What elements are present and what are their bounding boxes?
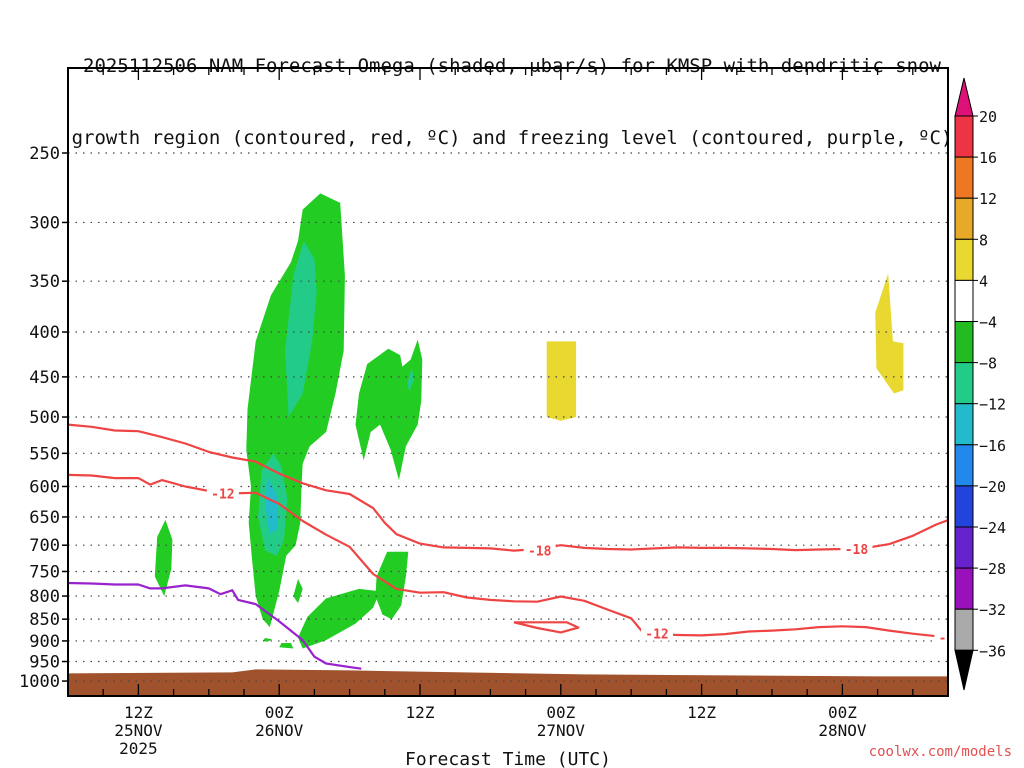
- y-tick-label: 550: [29, 444, 60, 464]
- omega-region: [246, 193, 345, 628]
- omega-region: [265, 476, 278, 535]
- y-tick-label: 1000: [19, 672, 60, 692]
- colorbar-label: −4: [979, 314, 997, 332]
- colorbar-bin: [954, 567, 974, 610]
- omega-region: [875, 273, 904, 394]
- y-tick-label: 700: [29, 536, 60, 556]
- colorbar-bin: [954, 485, 974, 528]
- colorbar-label: −32: [979, 601, 1006, 619]
- y-tick-label: 400: [29, 323, 60, 343]
- colorbar-bottom-arrow: [954, 649, 974, 691]
- colorbar-label: −24: [979, 519, 1006, 537]
- x-tick-label: 00Z: [828, 703, 857, 722]
- chart-title-line-1: 2025112506 NAM Forecast Omega (shaded, μ…: [83, 55, 941, 77]
- colorbar-bin: [954, 115, 974, 158]
- colorbar-bin: [954, 279, 974, 322]
- x-tick-label: 00Z: [265, 703, 294, 722]
- y-tick-label: 650: [29, 508, 60, 528]
- omega-region: [154, 519, 173, 597]
- x-tick-label: 25NOV: [114, 721, 163, 740]
- colorbar: 20 16 12 8 4 −4 −8 −12 −16 −20 −24 −28 −32 −36: [954, 77, 1006, 691]
- colorbar-label: −36: [979, 642, 1006, 660]
- colorbar-bin: [954, 608, 974, 651]
- contour-label-bg: [641, 625, 674, 641]
- ground-surface: [68, 669, 948, 696]
- contour-label-bg: [934, 629, 948, 645]
- x-tick-label: 2025: [119, 739, 158, 758]
- x-tick-label: 00Z: [546, 703, 575, 722]
- x-tick-label: 12Z: [124, 703, 153, 722]
- x-tick-label: 26NOV: [255, 721, 304, 740]
- x-tick-label: 27NOV: [537, 721, 586, 740]
- colorbar-label: 20: [979, 108, 997, 126]
- contour-lines: -18 -18 -12 -12 -12: [68, 423, 962, 670]
- contour-label: -12: [645, 628, 668, 643]
- omega-region: [279, 643, 294, 649]
- dgz-contour: [513, 621, 580, 634]
- colorbar-bin: [954, 403, 974, 446]
- colorbar-label: 16: [979, 149, 997, 167]
- colorbar-label: −12: [979, 396, 1006, 414]
- y-tick-label: 850: [29, 610, 60, 630]
- x-tick-label: 12Z: [687, 703, 716, 722]
- colorbar-label: −16: [979, 437, 1006, 455]
- colorbar-bin: [954, 197, 974, 240]
- colorbar-bin: [954, 238, 974, 281]
- colorbar-bin: [954, 444, 974, 487]
- chart-title-line-2: growth region (contoured, red, ºC) and f…: [71, 127, 953, 149]
- contour-label-bg: [206, 485, 239, 501]
- y-tick-label: 800: [29, 587, 60, 607]
- y-tick-label: 600: [29, 477, 60, 497]
- omega-region: [407, 368, 415, 392]
- omega-shading: [154, 193, 904, 649]
- credit-text: coolwx.com/models: [868, 744, 1012, 760]
- y-tick-label: 900: [29, 632, 60, 652]
- colorbar-label: 4: [979, 272, 988, 290]
- y-tick-label: 350: [29, 272, 60, 292]
- contour-label: -12: [939, 632, 962, 647]
- omega-region: [285, 241, 317, 417]
- colorbar-bin: [954, 526, 974, 569]
- omega-region: [355, 339, 423, 481]
- y-tick-label: 500: [29, 408, 60, 428]
- colorbar-label: −20: [979, 478, 1006, 496]
- y-tick-label: 300: [29, 213, 60, 233]
- x-axis-label: Forecast Time (UTC): [405, 749, 611, 768]
- omega-region: [293, 579, 303, 604]
- contour-label: -18: [845, 543, 869, 558]
- colorbar-bin: [954, 362, 974, 405]
- colorbar-bin: [954, 156, 974, 199]
- y-tick-label: 450: [29, 368, 60, 388]
- contour-label-bg: [523, 542, 556, 558]
- contour-label: -12: [211, 487, 234, 502]
- contour-label: -18: [528, 545, 552, 560]
- x-tick-label: 12Z: [406, 703, 435, 722]
- y-tick-label: 750: [29, 562, 60, 582]
- omega-region: [262, 638, 273, 642]
- colorbar-label: 8: [979, 231, 988, 249]
- plot-frame: [67, 67, 949, 697]
- colorbar-bin: [954, 321, 974, 364]
- y-tick-label: 250: [29, 144, 60, 164]
- colorbar-label: 12: [979, 190, 997, 208]
- y-axis: 2503003504004505005506006507007508008509…: [19, 144, 68, 692]
- y-tick-label: 950: [29, 653, 60, 673]
- x-tick-label: 28NOV: [818, 721, 867, 740]
- colorbar-label: −8: [979, 355, 997, 373]
- omega-region: [546, 341, 577, 421]
- ground-layer: [68, 669, 948, 696]
- contour-label-bg: [840, 540, 873, 556]
- colorbar-top-arrow: [954, 77, 974, 117]
- freezing-level-contour: [68, 581, 362, 670]
- colorbar-label: −28: [979, 560, 1006, 578]
